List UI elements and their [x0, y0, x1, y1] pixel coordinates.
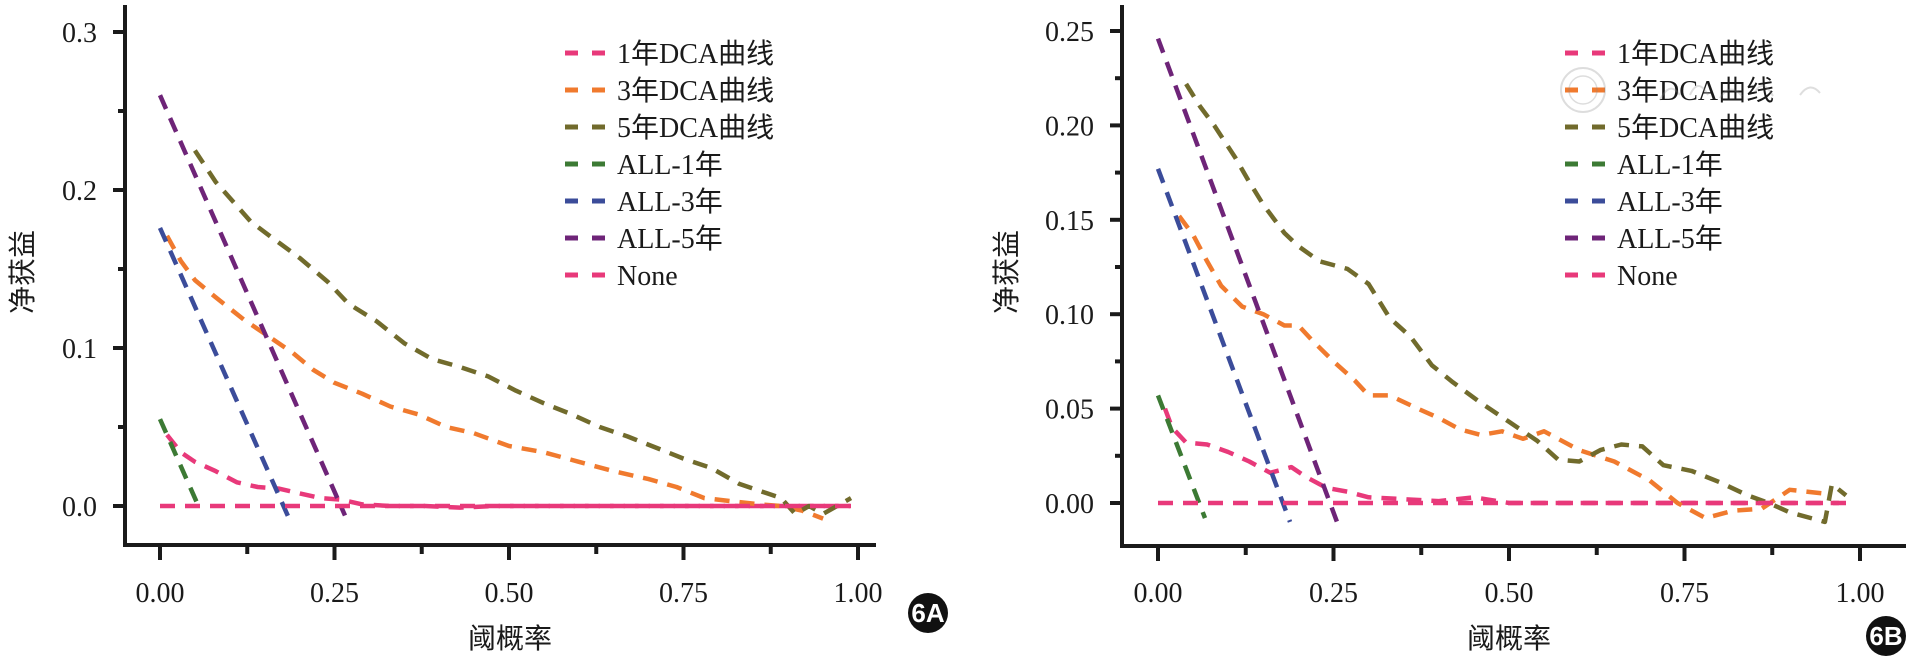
x-axis-title: 阈概率 [468, 623, 552, 655]
x-tick-label: 0.25 [310, 578, 359, 609]
watermark-seal-icon [1560, 67, 1606, 113]
legend-label: 3年DCA曲线 [1617, 75, 1774, 107]
legend: 1年DCA曲线 3年DCA曲线 5年DCA曲线 ALL-1年 ALL-3年 ALL-5年 N… [1565, 38, 1774, 292]
legend-label: 5年DCA曲线 [617, 112, 774, 144]
x-tick-label: 1.00 [834, 578, 883, 609]
series-line-dca-5y [193, 149, 853, 517]
y-tick-label: 0.20 [1045, 111, 1094, 142]
x-tick-label: 1.00 [1836, 578, 1885, 609]
legend-label: 5年DCA曲线 [1617, 112, 1774, 144]
series-line-all-3y [1155, 168, 1293, 523]
legend-label: 3年DCA曲线 [617, 75, 774, 107]
y-tick-label: 0.1 [62, 334, 97, 365]
watermark [1560, 67, 1821, 113]
series-line-all-5y [157, 94, 348, 517]
series-lines [157, 94, 858, 521]
y-tick-label: 0.0 [62, 492, 97, 523]
x-tick-label: 0.00 [136, 578, 185, 609]
y-tick-label: 0.05 [1045, 395, 1094, 426]
y-tick-label: 0.15 [1045, 206, 1094, 237]
series-line-dca-3y [1177, 214, 1826, 521]
legend: 1年DCA曲线 3年DCA曲线 5年DCA曲线 ALL-1年 ALL-3年 ALL-5年 N… [565, 38, 774, 292]
series-line-all-3y [157, 226, 292, 520]
series-line-all-5y [1155, 37, 1340, 523]
badge-circle [908, 593, 948, 633]
y-tick-label: 0.00 [1045, 489, 1094, 520]
badge-circle [1866, 616, 1906, 656]
y-tick-label: 0.25 [1045, 17, 1094, 48]
legend-label: ALL-5年 [1617, 223, 1723, 255]
legend-label: 1年DCA曲线 [1617, 38, 1774, 70]
chart-panel-6b: 0.00 0.05 0.10 0.15 0.20 0.25 0.00 0.25 0.50 0.7… [991, 5, 1906, 656]
y-tick-labels: 0.00 0.05 0.10 0.15 0.20 0.25 [1045, 17, 1094, 520]
legend-label: ALL-3年 [1617, 186, 1723, 218]
series-line-dca-5y [1184, 82, 1848, 525]
badge-label: 6B [1869, 621, 1902, 651]
panel-badge: 6A [908, 593, 948, 633]
badge-label: 6A [911, 598, 944, 628]
legend-label: ALL-5年 [617, 223, 723, 255]
axes [113, 5, 876, 560]
panel-badge: 6B [1866, 616, 1906, 656]
x-tick-label: 0.50 [1485, 578, 1534, 609]
legend-label: ALL-1年 [617, 149, 723, 181]
series-line-all-1y [1155, 394, 1208, 519]
legend-label: ALL-3年 [617, 186, 723, 218]
axes [1110, 5, 1906, 561]
x-tick-label: 0.75 [659, 578, 708, 609]
y-axis-title: 净获益 [991, 230, 1023, 314]
x-axis-title: 阈概率 [1467, 623, 1551, 655]
y-tick-label: 0.2 [62, 176, 97, 207]
y-tick-label: 0.10 [1045, 300, 1094, 331]
series-line-all-1y [157, 418, 201, 507]
watermark-seal-inner [1568, 75, 1598, 105]
x-tick-label: 0.25 [1309, 578, 1358, 609]
x-tick-label: 0.50 [485, 578, 534, 609]
watermark-calligraphy [1659, 85, 1821, 101]
y-tick-labels: 0.0 0.1 0.2 0.3 [62, 18, 97, 523]
x-tick-label: 0.75 [1660, 578, 1709, 609]
series-lines [1155, 37, 1848, 525]
x-tick-labels: 0.00 0.25 0.50 0.75 1.00 [136, 578, 883, 609]
legend-label: None [617, 261, 678, 292]
legend-label: 1年DCA曲线 [617, 38, 774, 70]
x-tick-label: 0.00 [1134, 578, 1183, 609]
legend-label: None [1617, 261, 1678, 292]
y-axis-title: 净获益 [7, 230, 39, 314]
legend-label: ALL-1年 [1617, 149, 1723, 181]
y-tick-label: 0.3 [62, 18, 97, 49]
x-tick-labels: 0.00 0.25 0.50 0.75 1.00 [1134, 578, 1885, 609]
chart-panel-6a: 0.0 0.1 0.2 0.3 0.00 0.25 0.50 0.75 1.00 净获益 阈概… [7, 5, 948, 655]
series-line-dca-3y [165, 234, 824, 521]
